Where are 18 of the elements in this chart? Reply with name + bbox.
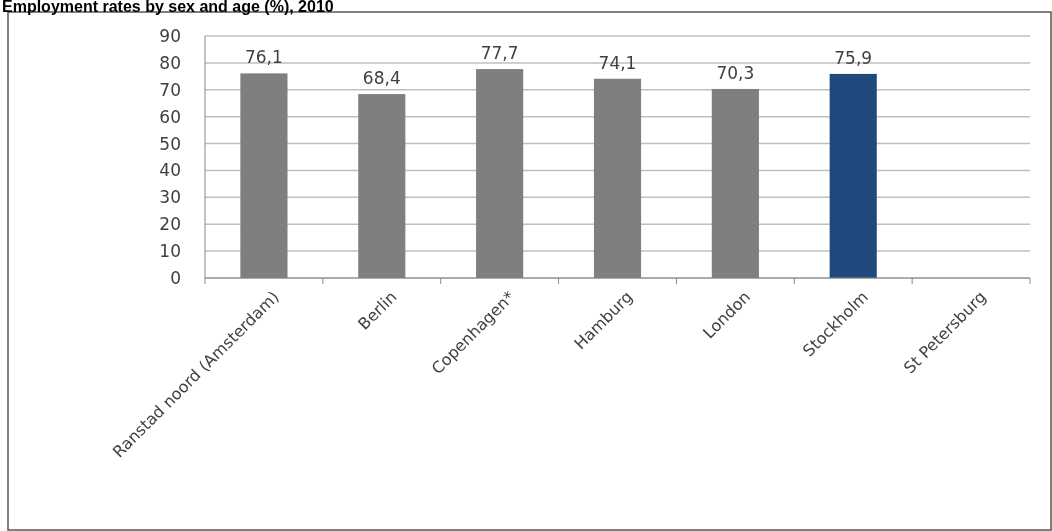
data-label: 76,1 bbox=[245, 47, 283, 68]
y-tick-label: 10 bbox=[159, 241, 181, 262]
y-tick-label: 90 bbox=[159, 25, 181, 46]
y-tick-label: 50 bbox=[159, 133, 181, 154]
y-tick-label: 70 bbox=[159, 79, 181, 100]
y-tick-label: 30 bbox=[159, 187, 181, 208]
data-label: 77,7 bbox=[480, 43, 519, 64]
bar bbox=[829, 73, 877, 278]
y-tick-label: 40 bbox=[159, 160, 181, 181]
y-tick-label: 60 bbox=[159, 106, 181, 127]
chart-title: Employment rates by sex and age (%), 2010 bbox=[2, 0, 334, 15]
data-label: 75,9 bbox=[834, 47, 873, 68]
data-label: 70,3 bbox=[716, 62, 755, 83]
y-tick-label: 0 bbox=[170, 267, 181, 288]
data-label: 74,1 bbox=[598, 52, 637, 73]
y-tick-label: 20 bbox=[159, 214, 181, 235]
data-label: 68,4 bbox=[362, 68, 401, 89]
y-tick-label: 80 bbox=[159, 52, 181, 73]
